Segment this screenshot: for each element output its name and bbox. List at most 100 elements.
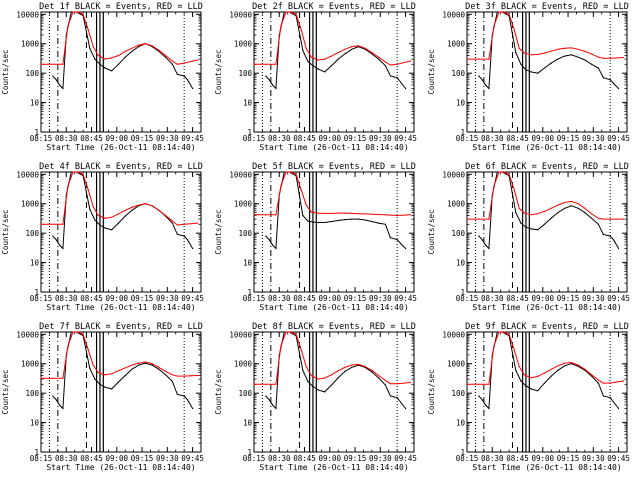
lld-point (62, 223, 64, 225)
x-tick-label: 09:00 (532, 294, 555, 303)
lld-point (498, 171, 500, 173)
events-point (275, 407, 277, 410)
y-tick-label: 10 (30, 259, 40, 268)
lld-point (478, 218, 480, 220)
x-axis-label: Start Time (26-Oct-11 08:14:40) (472, 143, 621, 152)
x-tick-label: 08:30 (55, 454, 78, 463)
lld-point (300, 189, 302, 191)
lld-point (371, 52, 373, 54)
lld-point (87, 349, 89, 351)
events-point (550, 217, 552, 219)
y-tick-label: 1 (460, 448, 465, 457)
events-point (597, 382, 600, 384)
lld-point (543, 210, 546, 212)
lld-point (623, 218, 625, 220)
events-point (609, 397, 611, 399)
lld-point (280, 185, 282, 187)
lld-point (513, 189, 515, 191)
x-tick-label: 08:45 (293, 134, 316, 143)
lld-point (305, 204, 307, 206)
events-point (515, 212, 517, 214)
events-point (138, 46, 140, 48)
events-point (176, 393, 178, 396)
events-point (570, 54, 573, 56)
x-tick-label: 08:30 (481, 134, 504, 143)
events-point (584, 59, 586, 61)
events-point (564, 55, 566, 57)
lld-point (300, 349, 302, 351)
y-tick-label: 10 (243, 99, 253, 108)
events-point (389, 237, 391, 239)
events-point (99, 63, 101, 65)
events-point (330, 65, 333, 67)
lld-point (72, 171, 74, 173)
events-point (131, 368, 133, 370)
y-tick-label: 1000 (234, 40, 253, 49)
events-point (192, 407, 194, 410)
events-point (371, 53, 373, 55)
lld-point (97, 372, 99, 374)
lld-point (518, 47, 520, 49)
lld-point (357, 213, 359, 215)
events-point (525, 385, 527, 387)
events-point (591, 63, 593, 65)
events-point (324, 71, 326, 73)
lld-point (171, 220, 173, 222)
plot-frame (466, 331, 628, 453)
lld-point (72, 331, 74, 333)
panel-det-9: Det 9f BLACK = Events, RED = LLD 1 10 100 10… (427, 322, 630, 472)
lld-point (253, 383, 255, 385)
x-tick-label: 08:45 (293, 294, 316, 303)
events-point (364, 219, 366, 221)
lld-point (324, 212, 326, 214)
lld-point (158, 209, 160, 211)
events-point (62, 87, 64, 90)
events-point (158, 368, 160, 370)
lld-point (344, 212, 346, 214)
events-point (520, 222, 522, 224)
y-tick-label: 10000 (16, 170, 39, 179)
lld-point (275, 383, 277, 385)
x-tick-label: 08:30 (268, 134, 291, 143)
lld-point (104, 58, 106, 60)
plot-frame (466, 11, 628, 133)
events-point (591, 217, 593, 219)
events-point (399, 242, 402, 244)
lld-point (67, 345, 69, 347)
lld-point (602, 218, 605, 220)
lld-point (503, 11, 505, 13)
y-tick-label: 100 (451, 69, 465, 78)
y-tick-label: 10 (30, 419, 40, 428)
lld-point (310, 374, 312, 377)
lld-point (466, 383, 468, 385)
y-tick-label: 1000 (234, 360, 253, 369)
events-point (577, 207, 579, 209)
lld-point (285, 331, 287, 333)
lld-point (40, 377, 42, 379)
events-point (478, 75, 480, 77)
x-tick-label: 09:00 (106, 294, 129, 303)
events-point (165, 374, 167, 376)
lld-point (285, 11, 287, 13)
y-tick-label: 100 (25, 229, 39, 238)
y-axis-label: Counts/sec (427, 49, 436, 94)
x-tick-label: 08:15 (243, 454, 266, 463)
lld-point (410, 60, 412, 62)
lld-point (616, 381, 618, 383)
events-point (405, 247, 407, 250)
panel-title: Det 4f BLACK = Events, RED = LLD (39, 162, 203, 172)
x-tick-label: 08:30 (268, 294, 291, 303)
y-tick-label: 1 (247, 448, 252, 457)
events-point (384, 223, 386, 225)
events-point (104, 67, 106, 69)
x-axis-label: Start Time (26-Oct-11 08:14:40) (46, 143, 195, 152)
plot-frame (253, 11, 415, 133)
lld-point (62, 377, 64, 379)
events-point (378, 377, 380, 379)
x-axis-label: Start Time (26-Oct-11 08:14:40) (259, 303, 408, 312)
events-point (265, 235, 267, 237)
lld-point (171, 60, 173, 62)
lld-point (364, 47, 366, 49)
x-tick-label: 09:45 (607, 454, 630, 463)
